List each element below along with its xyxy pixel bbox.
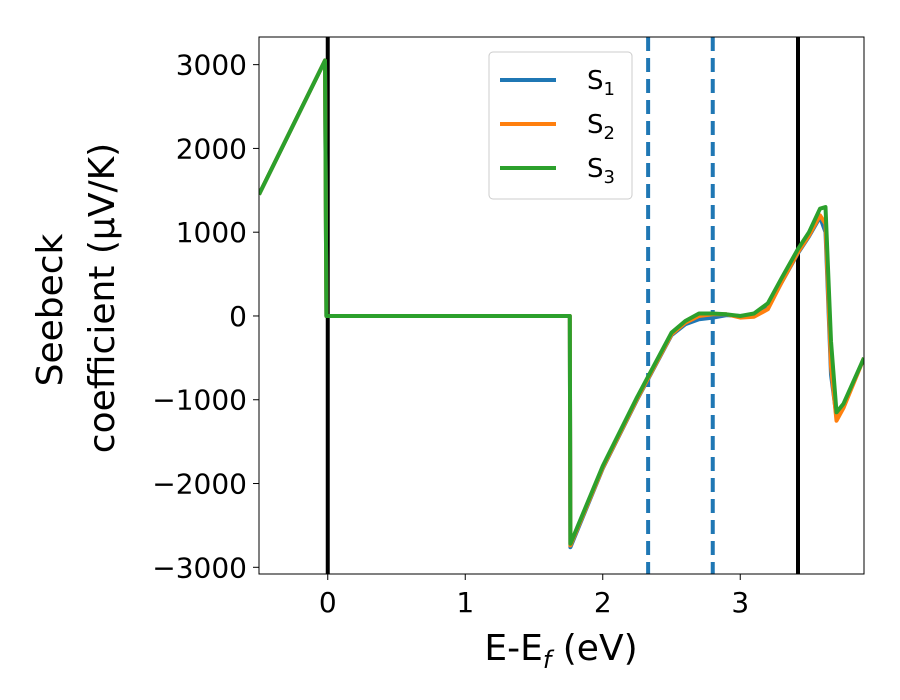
series-layer: [259, 58, 864, 550]
plot-frame: [258, 36, 865, 575]
x-axis-label: E-Ef (eV): [484, 628, 637, 674]
y-tick-label: 0: [229, 300, 247, 333]
y-tick-label: 1000: [176, 216, 247, 249]
y-axis-ticks: −3000 −2000 −1000 0 1000 2000 3000: [152, 49, 259, 584]
y-tick-label: −2000: [152, 468, 247, 501]
y-axis-label-line2: coefficient (μV/K): [82, 143, 123, 453]
legend-label-3: S3: [587, 154, 615, 188]
y-tick-label: 2000: [176, 132, 247, 165]
y-axis-label-line1: Seebeck: [30, 233, 71, 386]
x-tick-label: 0: [319, 586, 337, 619]
series-line-3: [259, 58, 864, 546]
x-tick-label: 3: [731, 586, 749, 619]
legend: S1 S2 S3: [488, 51, 633, 200]
x-tick-label: 2: [594, 586, 612, 619]
y-tick-label: −1000: [152, 384, 247, 417]
legend-label-1: S1: [587, 66, 615, 100]
x-axis-ticks: 0 1 2 3: [319, 574, 749, 619]
y-tick-label: 3000: [176, 49, 247, 82]
legend-box: [488, 51, 633, 200]
x-tick-label: 1: [456, 586, 474, 619]
legend-label-2: S2: [587, 110, 615, 144]
y-tick-label: −3000: [152, 551, 247, 584]
